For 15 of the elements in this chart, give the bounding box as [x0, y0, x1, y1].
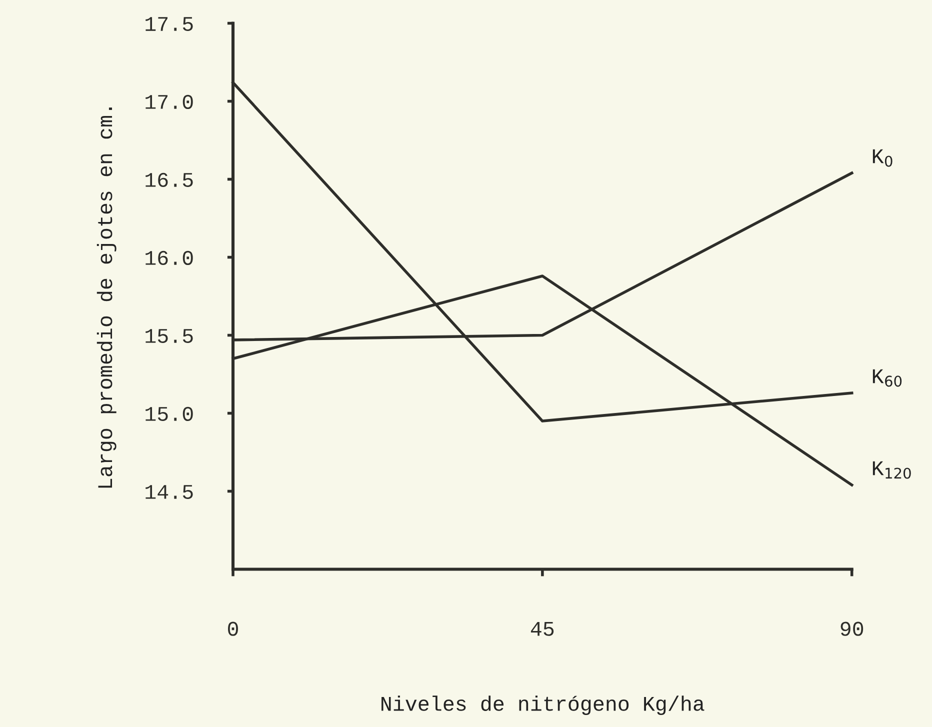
- series-label: K$_{60}$: [872, 369, 902, 387]
- y-tick-label: 17.5: [146, 17, 193, 32]
- y-axis-title: Largo promedio de ejotes en cm.: [96, 108, 116, 488]
- y-tick-label: 14.5: [146, 485, 193, 499]
- y-tick-label: 17.0: [146, 94, 193, 110]
- series-label: K$_{0}$: [872, 149, 892, 167]
- y-tick-label: 15.5: [146, 329, 193, 344]
- x-tick-label: 45: [530, 622, 554, 636]
- x-axis-title: Niveles de nitrógeno Kg/ha: [382, 696, 704, 716]
- x-tick-label: 90: [840, 622, 864, 636]
- y-tick-label: 16.5: [146, 172, 193, 188]
- series-label: K$_{120}$: [872, 461, 911, 479]
- y-tick-label: 16.0: [146, 250, 193, 266]
- x-tick-label: 0: [228, 622, 238, 636]
- y-tick-label: 15.0: [146, 406, 193, 421]
